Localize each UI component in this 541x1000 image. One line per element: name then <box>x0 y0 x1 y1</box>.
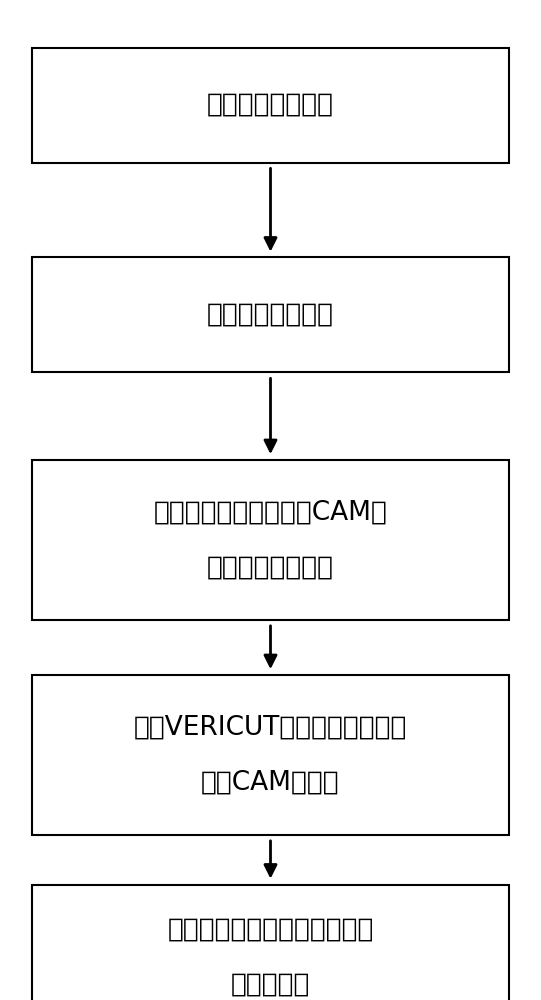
Bar <box>32 884 509 1000</box>
Bar <box>32 460 509 620</box>
Bar <box>32 47 509 162</box>
Text: 序并确定加工刀具: 序并确定加工刀具 <box>207 554 334 580</box>
Text: 将系列孔进行分组: 将系列孔进行分组 <box>207 92 334 118</box>
Text: 校验CAM程序；: 校验CAM程序； <box>201 770 340 796</box>
Text: 件尺寸精度: 件尺寸精度 <box>231 972 310 998</box>
Bar <box>32 257 509 372</box>
Text: 根据VERICUT数控机床仿真软件: 根据VERICUT数控机床仿真软件 <box>134 714 407 740</box>
Text: 按预设的工艺方案设置CAM程: 按预设的工艺方案设置CAM程 <box>154 499 387 525</box>
Bar <box>32 675 509 835</box>
Text: 通过机床检测特征点，检测工: 通过机床检测特征点，检测工 <box>167 916 374 942</box>
Text: 建立工件数字模型: 建立工件数字模型 <box>207 302 334 328</box>
